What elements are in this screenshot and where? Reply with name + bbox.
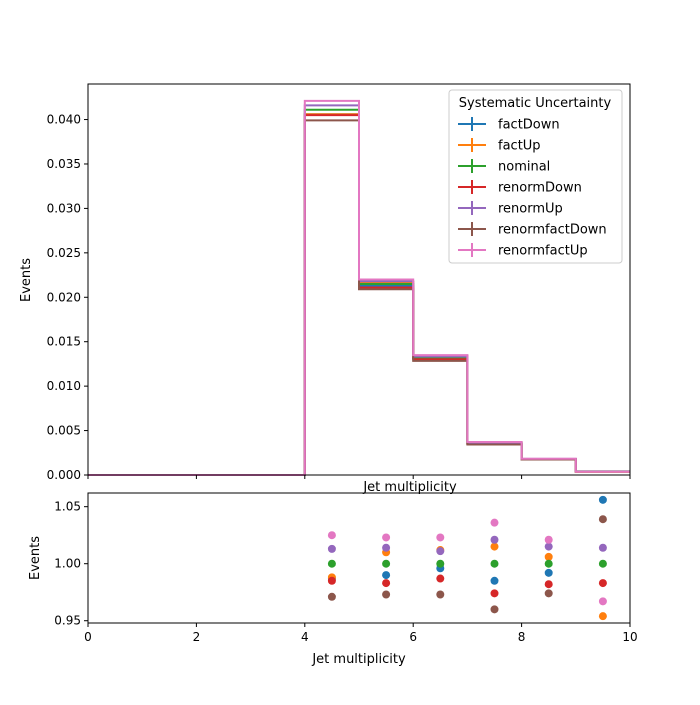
bottom-x-tick-label: 10: [622, 630, 637, 644]
top-y-tick-label: 0.030: [47, 201, 81, 215]
bottom-x-axis-label: Jet multiplicity: [311, 652, 406, 667]
bottom-x-tick-label: 4: [301, 630, 309, 644]
ratio-point-renormfactUp: [598, 597, 607, 606]
bottom-points-group: [327, 495, 607, 621]
bottom-x-tick-label: 2: [193, 630, 201, 644]
legend-label-factUp: factUp: [498, 139, 541, 154]
ratio-point-renormfactDown: [490, 605, 499, 614]
ratio-point-renormDown: [544, 580, 553, 589]
legend: Systematic Uncertainty factDown factUp nom…: [448, 89, 623, 264]
ratio-point-factUp: [544, 552, 553, 561]
bottom-y-ticks: 0.95 1.00 1.05: [54, 500, 88, 628]
bottom-x-tick-label: 6: [409, 630, 417, 644]
ratio-point-renormDown: [327, 576, 336, 585]
legend-label-renormfactUp: renormfactUp: [498, 244, 588, 259]
ratio-point-renormfactUp: [436, 533, 445, 542]
top-y-axis-label: Events: [19, 258, 34, 302]
legend-label-renormfactDown: renormfactDown: [498, 223, 607, 238]
ratio-point-factUp: [598, 612, 607, 621]
top-x-axis-label: Jet multiplicity: [362, 480, 457, 495]
ratio-point-nominal: [382, 559, 391, 568]
top-y-tick-label: 0.040: [47, 113, 81, 127]
bottom-panel: 0.95 1.00 1.05 0 2 4 6 8 10 Jet multiplicity Ev…: [28, 492, 638, 667]
bottom-y-tick-label: 1.00: [54, 557, 81, 571]
ratio-point-renormfactDown: [436, 590, 445, 599]
ratio-point-nominal: [327, 559, 336, 568]
bottom-y-tick-label: 0.95: [54, 614, 81, 628]
ratio-point-nominal: [490, 559, 499, 568]
bottom-x-tick-label: 8: [518, 630, 526, 644]
ratio-point-factDown: [598, 495, 607, 504]
ratio-point-renormfactUp: [382, 533, 391, 542]
legend-title: Systematic Uncertainty: [459, 96, 612, 111]
bottom-axes-frame: [87, 492, 631, 624]
ratio-point-factUp: [490, 542, 499, 551]
top-panel: 0.000 0.005 0.010 0.015 0.020 0.025 0.030 0.035…: [19, 83, 631, 495]
ratio-point-nominal: [544, 559, 553, 568]
top-axes-frame: [87, 83, 631, 476]
top-y-tick-label: 0.015: [47, 335, 81, 349]
ratio-point-nominal: [436, 559, 445, 568]
legend-label-renormUp: renormUp: [498, 202, 563, 217]
bottom-x-ticks: 0 2 4 6 8 10: [84, 623, 638, 644]
ratio-point-nominal: [598, 559, 607, 568]
ratio-point-renormUp: [382, 543, 391, 552]
top-y-tick-label: 0.020: [47, 290, 81, 304]
bottom-x-tick-label: 0: [84, 630, 92, 644]
bottom-y-axis-label: Events: [28, 536, 43, 580]
top-y-tick-label: 0.010: [47, 379, 81, 393]
ratio-point-renormfactUp: [544, 535, 553, 544]
ratio-point-renormUp: [327, 544, 336, 553]
ratio-point-factDown: [382, 571, 391, 580]
ratio-point-renormfactDown: [327, 592, 336, 601]
legend-entries: factDown factUp nominal renormDown renormUp r…: [458, 117, 607, 259]
ratio-point-renormfactDown: [598, 515, 607, 524]
ratio-point-renormDown: [382, 579, 391, 588]
ratio-point-renormDown: [490, 589, 499, 598]
top-y-tick-label: 0.025: [47, 246, 81, 260]
ratio-point-renormfactDown: [382, 590, 391, 599]
ratio-point-factDown: [544, 568, 553, 577]
legend-label-nominal: nominal: [498, 160, 550, 175]
ratio-point-renormDown: [598, 579, 607, 588]
top-y-ticks: 0.000 0.005 0.010 0.015 0.020 0.025 0.030 0.035…: [47, 113, 88, 482]
ratio-point-renormUp: [544, 542, 553, 551]
ratio-point-renormUp: [490, 535, 499, 544]
top-y-tick-label: 0.005: [47, 424, 81, 438]
ratio-point-renormfactDown: [544, 589, 553, 598]
top-x-ticks: [87, 475, 631, 479]
bottom-y-tick-label: 1.05: [54, 500, 81, 514]
ratio-point-renormUp: [436, 547, 445, 556]
legend-label-factDown: factDown: [498, 118, 560, 133]
ratio-point-factDown: [490, 576, 499, 585]
ratio-point-renormUp: [598, 543, 607, 552]
legend-box: [448, 89, 623, 264]
top-y-tick-label: 0.000: [47, 468, 81, 482]
ratio-point-renormfactUp: [490, 518, 499, 527]
ratio-point-renormDown: [436, 574, 445, 583]
legend-label-renormDown: renormDown: [498, 181, 582, 196]
top-y-tick-label: 0.035: [47, 157, 81, 171]
ratio-point-renormfactUp: [327, 531, 336, 540]
